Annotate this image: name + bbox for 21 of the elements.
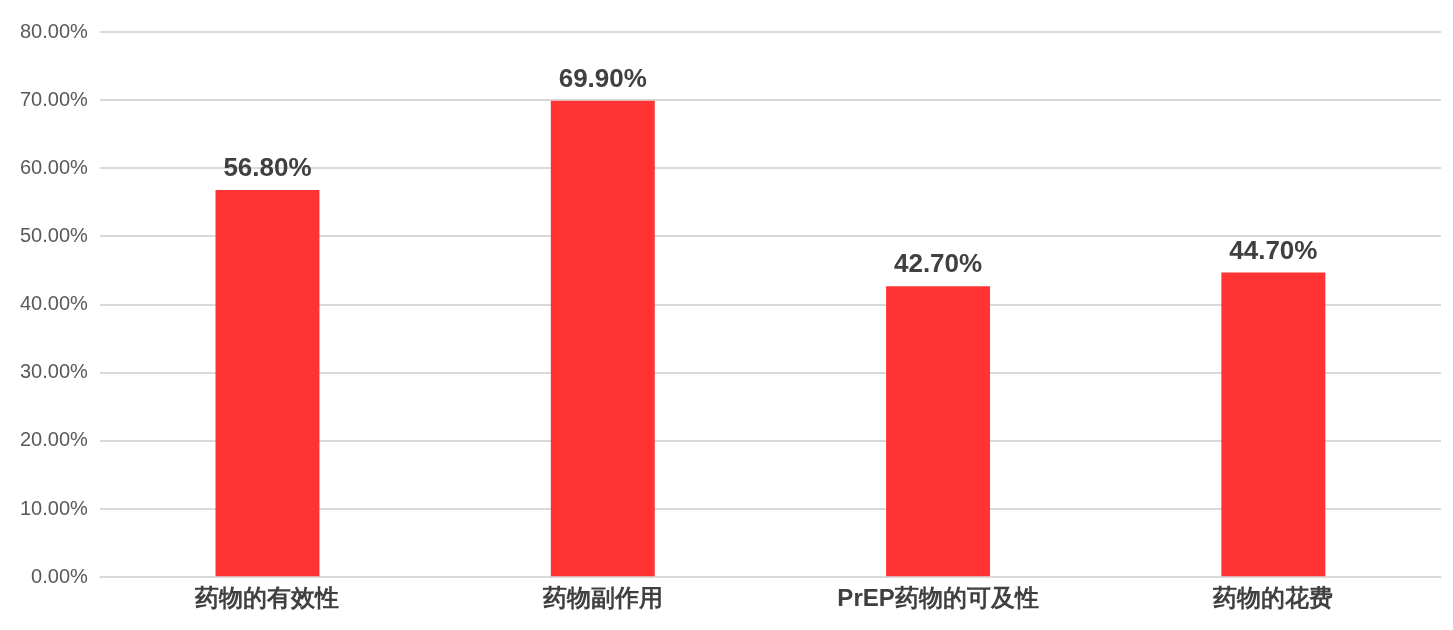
y-tick-label: 70.00% <box>19 87 89 110</box>
bar <box>550 100 655 577</box>
y-tick-label: 40.00% <box>19 292 89 315</box>
y-tick-label: 0.00% <box>31 564 89 587</box>
x-tick-label: 药物的有效性 <box>194 584 340 612</box>
data-label: 44.70% <box>1229 234 1318 265</box>
x-tick-label: 药物的花费 <box>1212 584 1334 612</box>
y-tick-label: 30.00% <box>19 360 89 383</box>
data-label: 56.80% <box>223 152 312 183</box>
bar <box>215 190 320 577</box>
y-tick-label: 10.00% <box>19 496 89 519</box>
bar <box>1221 272 1326 577</box>
y-tick-label: 50.00% <box>19 223 89 246</box>
x-tick-label: 药物副作用 <box>541 584 663 612</box>
y-tick-label: 60.00% <box>19 155 89 178</box>
data-label: 42.70% <box>893 248 983 279</box>
data-label: 69.90% <box>558 63 647 93</box>
bar <box>886 286 991 577</box>
y-tick-label: 80.00% <box>19 19 89 42</box>
x-tick-label: PrEP药物的可及性 <box>837 584 1039 612</box>
y-tick-label: 20.00% <box>19 428 89 451</box>
